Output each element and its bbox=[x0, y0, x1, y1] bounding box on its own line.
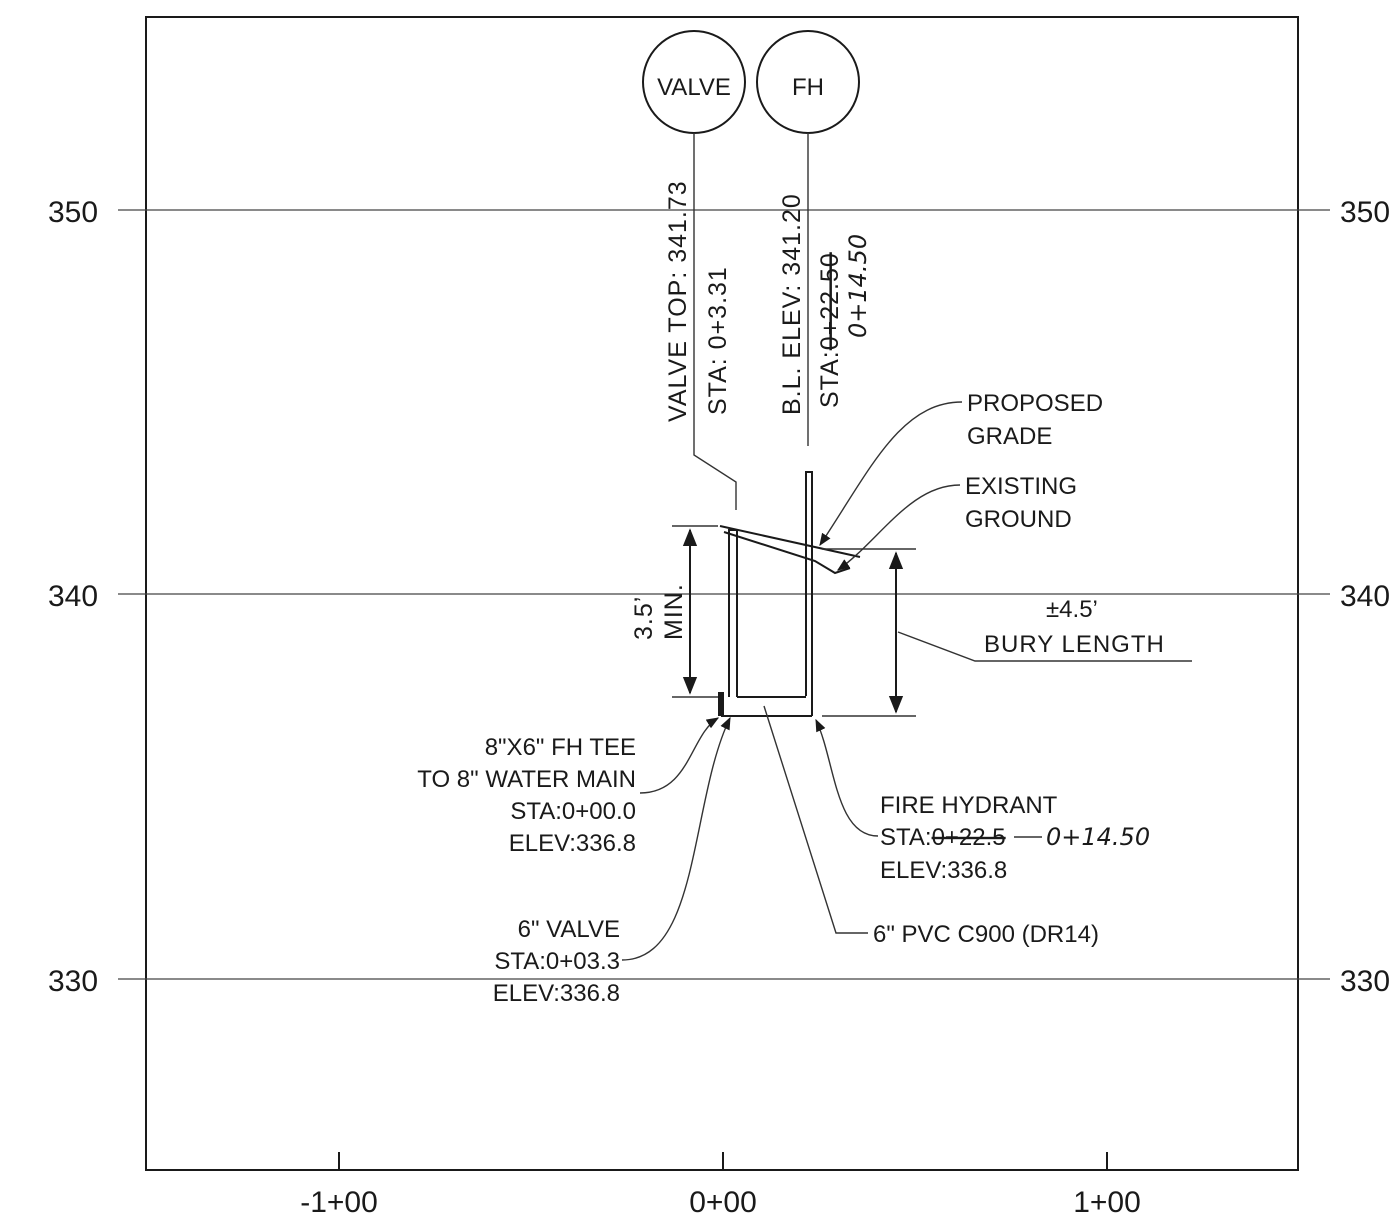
valve-bubble-label: VALVE bbox=[657, 74, 731, 101]
pipe-callout-leader bbox=[763, 705, 868, 934]
elevation-label-right-350: 350 bbox=[1340, 196, 1389, 229]
fire-hydrant-leader bbox=[815, 718, 879, 837]
elevation-label-left-340: 340 bbox=[48, 580, 98, 613]
fh-station-note: STA:0+22.50 bbox=[816, 252, 844, 408]
min-depth-label: MIN. bbox=[660, 583, 688, 640]
tee-fitting bbox=[718, 692, 724, 716]
station-label-100: 1+00 bbox=[1073, 1186, 1141, 1219]
bury-label: BURY LENGTH bbox=[984, 631, 1165, 658]
bury-value: ±4.5’ bbox=[1046, 596, 1098, 623]
existing-ground-line bbox=[723, 531, 851, 575]
station-label-minus-100: -1+00 bbox=[300, 1186, 378, 1219]
valve-top-note: VALVE TOP: 341.73 bbox=[664, 180, 692, 422]
proposed-grade-leader bbox=[819, 401, 963, 547]
fh-tee-line4: ELEV:336.8 bbox=[509, 830, 636, 857]
pipe-callout-label: 6" PVC C900 (DR14) bbox=[873, 921, 1099, 948]
fh-tee-line3: STA:0+00.0 bbox=[510, 798, 636, 825]
elevation-label-left-350: 350 bbox=[48, 196, 98, 229]
elevation-label-right-340: 340 bbox=[1340, 580, 1389, 613]
valve-callout-line3: ELEV:336.8 bbox=[493, 980, 620, 1007]
bury-leader bbox=[897, 631, 1192, 662]
fire-hydrant-elevation: ELEV:336.8 bbox=[880, 857, 1007, 884]
fire-hydrant-station-struck: 0+22.5 bbox=[932, 824, 1006, 851]
valve-callout-line1: 6" VALVE bbox=[518, 916, 620, 943]
existing-ground-label-line2: GROUND bbox=[965, 506, 1072, 533]
proposed-grade-label-line1: PROPOSED bbox=[967, 390, 1103, 417]
valve-leader bbox=[693, 133, 737, 510]
proposed-grade-line bbox=[719, 525, 861, 558]
valve-riser bbox=[728, 529, 738, 697]
fire-hydrant-station-prefix: STA: bbox=[880, 824, 932, 851]
bl-elevation-note: B.L. ELEV: 341.20 bbox=[778, 193, 806, 415]
fh-tee-leader bbox=[639, 717, 720, 794]
existing-ground-leader bbox=[836, 484, 961, 571]
elevation-label-left-330: 330 bbox=[48, 965, 98, 998]
fh-tee-line2: TO 8" WATER MAIN bbox=[417, 766, 636, 793]
fh-station-struck: 0+22.50 bbox=[816, 252, 844, 350]
fire-hydrant-barrel bbox=[805, 471, 813, 716]
fire-hydrant-title: FIRE HYDRANT bbox=[880, 792, 1058, 819]
valve-callout-leader bbox=[621, 716, 731, 961]
fire-hydrant-station-handwritten: 0+14.50 bbox=[1046, 823, 1150, 851]
valve-station-note: STA: 0+3.31 bbox=[704, 266, 732, 415]
min-depth-value: 3.5’ bbox=[630, 596, 658, 640]
elevation-label-right-330: 330 bbox=[1340, 965, 1389, 998]
fire-hydrant-station: STA:0+22.5 bbox=[880, 824, 1006, 851]
fh-bubble-label: FH bbox=[792, 74, 824, 101]
valve-callout-line2: STA:0+03.3 bbox=[494, 948, 620, 975]
fh-station-prefix: STA: bbox=[816, 350, 844, 408]
proposed-grade-label-line2: GRADE bbox=[967, 423, 1052, 450]
existing-ground-label-line1: EXISTING bbox=[965, 473, 1077, 500]
fh-tee-line1: 8"X6" FH TEE bbox=[485, 734, 636, 761]
station-label-000: 0+00 bbox=[689, 1186, 757, 1219]
fh-station-handwritten: 0+14.50 bbox=[844, 234, 872, 338]
